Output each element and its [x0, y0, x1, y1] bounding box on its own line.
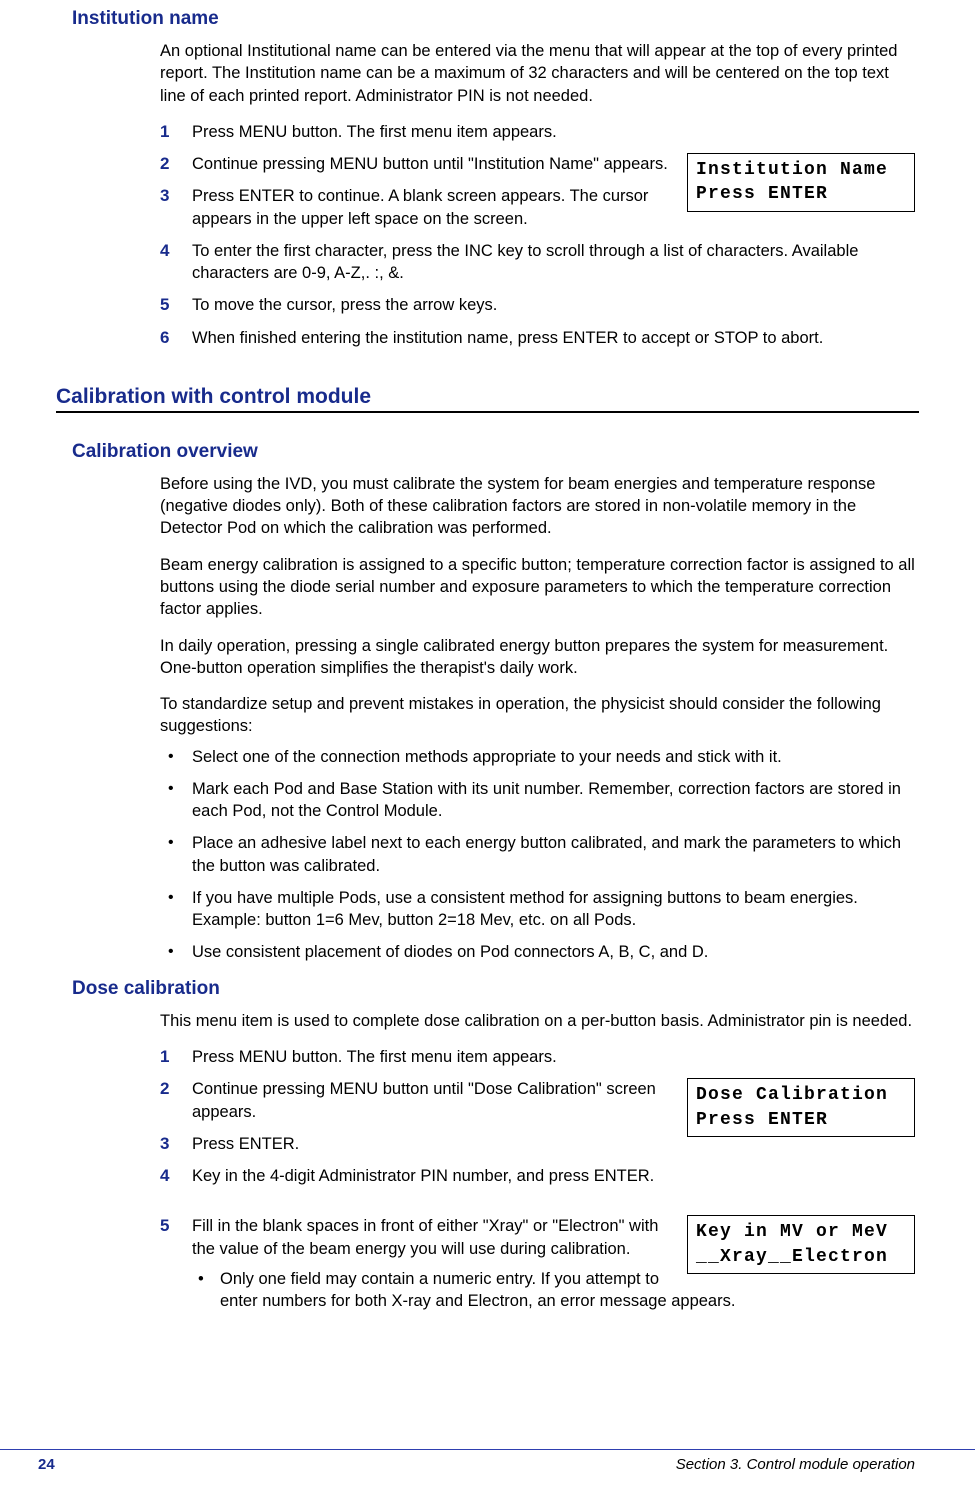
- institution-step-5: 5 To move the cursor, press the arrow ke…: [160, 294, 915, 316]
- institution-step-1: 1 Press MENU button. The first menu item…: [160, 121, 915, 143]
- step-text: Press MENU button. The first menu item a…: [192, 123, 557, 141]
- overview-p3: In daily operation, pressing a single ca…: [160, 635, 915, 680]
- bullet-text: Use consistent placement of diodes on Po…: [192, 943, 708, 961]
- overview-bullet: If you have multiple Pods, use a consist…: [160, 887, 915, 932]
- overview-p4: To standardize setup and prevent mistake…: [160, 693, 915, 738]
- dose-intro: This menu item is used to complete dose …: [160, 1010, 915, 1032]
- step-number: 1: [160, 1046, 169, 1069]
- step-text: Key in the 4-digit Administrator PIN num…: [192, 1167, 654, 1185]
- overview-bullet: Select one of the connection methods app…: [160, 746, 915, 768]
- step-text: Press MENU button. The first menu item a…: [192, 1048, 557, 1066]
- subsection-heading-institution: Institution name: [72, 8, 915, 30]
- lcd-key-in: Key in MV or MeV __Xray__Electron: [687, 1215, 915, 1274]
- section-heading-calibration: Calibration with control module: [56, 385, 915, 409]
- institution-step-3: 3 Press ENTER to continue. A blank scree…: [160, 185, 915, 230]
- bullet-text: Mark each Pod and Base Station with its …: [192, 780, 901, 820]
- step-number: 2: [160, 1078, 169, 1101]
- step-number: 5: [160, 1215, 169, 1238]
- step-number: 3: [160, 185, 169, 208]
- institution-step-6: 6 When finished entering the institution…: [160, 327, 915, 349]
- dose-step-2: 2 Dose Calibration Press ENTER Continue …: [160, 1078, 915, 1123]
- step-text: Continue pressing MENU button until "Ins…: [192, 153, 672, 175]
- overview-p2: Beam energy calibration is assigned to a…: [160, 554, 915, 621]
- bullet-text: Select one of the connection methods app…: [192, 748, 782, 766]
- step-text: Press ENTER to continue. A blank screen …: [192, 185, 672, 230]
- lcd-line: Dose Calibration: [696, 1085, 888, 1105]
- dose-step-5: 5 Key in MV or MeV __Xray__Electron Fill…: [160, 1215, 915, 1312]
- step-number: 4: [160, 1165, 169, 1188]
- step-text: Fill in the blank spaces in front of eit…: [192, 1215, 672, 1260]
- step-number: 6: [160, 327, 169, 350]
- dose-step-5-inner: Only one field may contain a numeric ent…: [192, 1268, 915, 1313]
- step-text: To enter the first character, press the …: [192, 242, 858, 282]
- step-number: 5: [160, 294, 169, 317]
- lcd-line: Key in MV or MeV: [696, 1222, 888, 1242]
- overview-bullet: Place an adhesive label next to each ene…: [160, 832, 915, 877]
- step-text: Continue pressing MENU button until "Dos…: [192, 1078, 672, 1123]
- bullet-text: If you have multiple Pods, use a consist…: [192, 889, 858, 929]
- footer-section-label: Section 3. Control module operation: [676, 1456, 915, 1473]
- step-text: To move the cursor, press the arrow keys…: [192, 296, 497, 314]
- overview-p1: Before using the IVD, you must calibrate…: [160, 473, 915, 540]
- subsection-heading-dose: Dose calibration: [72, 978, 915, 1000]
- step-number: 4: [160, 240, 169, 263]
- lcd-line: __Xray__Electron: [696, 1247, 888, 1267]
- step-number: 3: [160, 1133, 169, 1156]
- overview-bullet: Use consistent placement of diodes on Po…: [160, 941, 915, 963]
- subsection-heading-overview: Calibration overview: [72, 441, 915, 463]
- page-footer: 24 Section 3. Control module operation: [0, 1449, 975, 1473]
- lcd-line: Institution Name: [696, 160, 888, 180]
- institution-intro: An optional Institutional name can be en…: [160, 40, 915, 107]
- page-number: 24: [38, 1456, 55, 1473]
- step-text: Press ENTER.: [192, 1135, 299, 1153]
- dose-step-1: 1 Press MENU button. The first menu item…: [160, 1046, 915, 1068]
- inner-bullet-text: Only one field may contain a numeric ent…: [220, 1270, 735, 1310]
- section-rule: [56, 411, 919, 413]
- step-text: When finished entering the institution n…: [192, 329, 823, 347]
- lcd-line: Press ENTER: [696, 1110, 828, 1130]
- bullet-text: Place an adhesive label next to each ene…: [192, 834, 901, 874]
- institution-step-2: 2 Institution Name Press ENTER Continue …: [160, 153, 915, 175]
- step-number: 1: [160, 121, 169, 144]
- overview-bullet: Mark each Pod and Base Station with its …: [160, 778, 915, 823]
- lcd-dose-calibration: Dose Calibration Press ENTER: [687, 1078, 915, 1137]
- institution-step-4: 4 To enter the first character, press th…: [160, 240, 915, 285]
- dose-step-3: 3 Press ENTER.: [160, 1133, 915, 1155]
- step-number: 2: [160, 153, 169, 176]
- dose-step-4: 4 Key in the 4-digit Administrator PIN n…: [160, 1165, 915, 1187]
